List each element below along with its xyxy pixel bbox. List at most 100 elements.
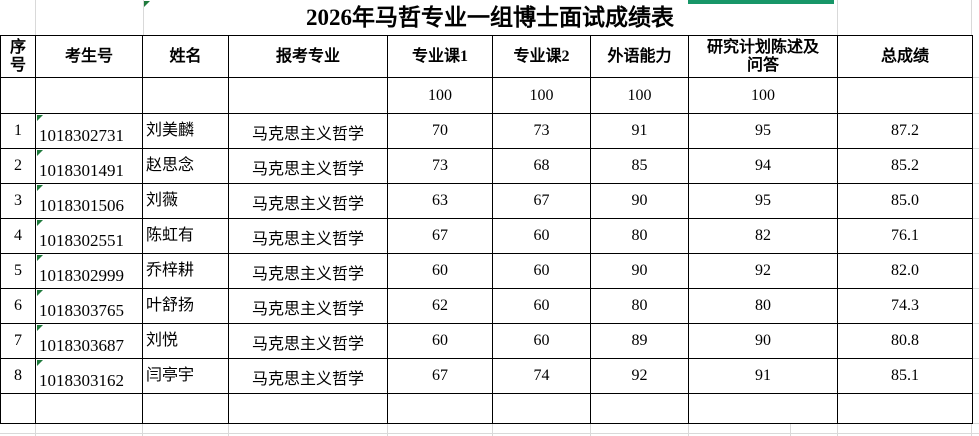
cell-research[interactable]: 82 [688,218,838,254]
header-course2[interactable]: 专业课2 [492,35,591,78]
cell-empty[interactable] [0,393,36,424]
cell-foreign[interactable]: 85 [590,148,689,184]
sheet-title-cell[interactable]: 2026年马哲专业一组博士面试成绩表 [143,0,837,35]
cell-empty[interactable] [688,393,838,424]
cell-name[interactable]: 赵思念 [142,148,229,184]
cell-name[interactable]: 刘美麟 [142,113,229,149]
cell-max-course1[interactable]: 100 [387,77,493,114]
cell-max-name[interactable] [142,77,229,114]
cell-foreign[interactable]: 80 [590,288,689,324]
header-course1[interactable]: 专业课1 [387,35,493,78]
cell-seq[interactable]: 8 [0,358,36,394]
cell-research[interactable]: 91 [688,358,838,394]
cell-seq[interactable]: 4 [0,218,36,254]
cell-candidate-no[interactable]: 1018301506 [35,183,143,219]
cell-max-seq[interactable] [0,77,36,114]
cell-name[interactable]: 刘薇 [142,183,229,219]
cell-major[interactable]: 马克思主义哲学 [228,218,388,254]
cell-total[interactable]: 76.1 [837,218,973,254]
header-name[interactable]: 姓名 [142,35,229,78]
cell-total[interactable]: 80.8 [837,323,973,359]
cell-course1[interactable]: 60 [387,323,493,359]
cell-name[interactable]: 刘悦 [142,323,229,359]
header-major[interactable]: 报考专业 [228,35,388,78]
cell-foreign[interactable]: 90 [590,253,689,289]
cell-course2[interactable]: 60 [492,253,591,289]
cell-foreign[interactable]: 89 [590,323,689,359]
cell-seq[interactable]: 7 [0,323,36,359]
cell-research[interactable]: 90 [688,323,838,359]
cell-seq[interactable]: 5 [0,253,36,289]
cell-empty[interactable] [492,393,591,424]
cell-course1[interactable]: 67 [387,218,493,254]
cell-course2[interactable]: 60 [492,323,591,359]
cell-course2[interactable]: 67 [492,183,591,219]
header-seq[interactable]: 序 号 [0,35,36,78]
cell-total[interactable]: 82.0 [837,253,973,289]
cell-course2[interactable]: 74 [492,358,591,394]
cell-major[interactable]: 马克思主义哲学 [228,358,388,394]
cell-candidate-no[interactable]: 1018302731 [35,113,143,149]
cell-course1[interactable]: 73 [387,148,493,184]
cell-major[interactable]: 马克思主义哲学 [228,253,388,289]
cell-total[interactable]: 85.1 [837,358,973,394]
cell-name[interactable]: 叶舒扬 [142,288,229,324]
cell-candidate-no[interactable]: 1018301491 [35,148,143,184]
cell-empty[interactable] [590,393,689,424]
cell-major[interactable]: 马克思主义哲学 [228,148,388,184]
cell-seq[interactable]: 2 [0,148,36,184]
cell-candidate-no[interactable]: 1018303162 [35,358,143,394]
cell-max-course2[interactable]: 100 [492,77,591,114]
cell-empty[interactable] [837,393,973,424]
cell-empty[interactable] [228,393,388,424]
cell-major[interactable]: 马克思主义哲学 [228,113,388,149]
cell-course1[interactable]: 70 [387,113,493,149]
cell-major[interactable]: 马克思主义哲学 [228,323,388,359]
cell-seq[interactable]: 1 [0,113,36,149]
cell-max-major[interactable] [228,77,388,114]
cell-major[interactable]: 马克思主义哲学 [228,183,388,219]
cell-total[interactable]: 74.3 [837,288,973,324]
cell-max-total[interactable] [837,77,973,114]
cell-research[interactable]: 95 [688,113,838,149]
header-foreign-language[interactable]: 外语能力 [590,35,689,78]
cell-course1[interactable]: 62 [387,288,493,324]
cell-max-candidate-no[interactable] [35,77,143,114]
cell-total[interactable]: 87.2 [837,113,973,149]
cell-seq[interactable]: 3 [0,183,36,219]
cell-empty[interactable] [35,393,143,424]
cell-candidate-no[interactable]: 1018303687 [35,323,143,359]
cell-course2[interactable]: 68 [492,148,591,184]
cell-foreign[interactable]: 90 [590,183,689,219]
cell-major[interactable]: 马克思主义哲学 [228,288,388,324]
cell-research[interactable]: 80 [688,288,838,324]
cell-course2[interactable]: 60 [492,218,591,254]
cell-name[interactable]: 乔梓耕 [142,253,229,289]
cell-research[interactable]: 94 [688,148,838,184]
header-candidate-no[interactable]: 考生号 [35,35,143,78]
cell-seq[interactable]: 6 [0,288,36,324]
cell-foreign[interactable]: 92 [590,358,689,394]
cell-candidate-no[interactable]: 1018302999 [35,253,143,289]
cell-total[interactable]: 85.0 [837,183,973,219]
cell-research[interactable]: 95 [688,183,838,219]
cell-research[interactable]: 92 [688,253,838,289]
cell-empty[interactable] [387,393,493,424]
cell-max-foreign[interactable]: 100 [590,77,689,114]
cell-course2[interactable]: 60 [492,288,591,324]
cell-course2[interactable]: 73 [492,113,591,149]
cell-candidate-no[interactable]: 1018302551 [35,218,143,254]
cell-name[interactable]: 陈虹有 [142,218,229,254]
cell-candidate-no[interactable]: 1018303765 [35,288,143,324]
cell-foreign[interactable]: 80 [590,218,689,254]
cell-course1[interactable]: 60 [387,253,493,289]
cell-empty[interactable] [142,393,229,424]
cell-total[interactable]: 85.2 [837,148,973,184]
header-total-score[interactable]: 总成绩 [837,35,973,78]
cell-foreign[interactable]: 91 [590,113,689,149]
cell-course1[interactable]: 67 [387,358,493,394]
cell-max-research[interactable]: 100 [688,77,838,114]
header-research-plan[interactable]: 研究计划陈述及 问答 [688,35,838,78]
cell-course1[interactable]: 63 [387,183,493,219]
cell-name[interactable]: 闫亭宇 [142,358,229,394]
